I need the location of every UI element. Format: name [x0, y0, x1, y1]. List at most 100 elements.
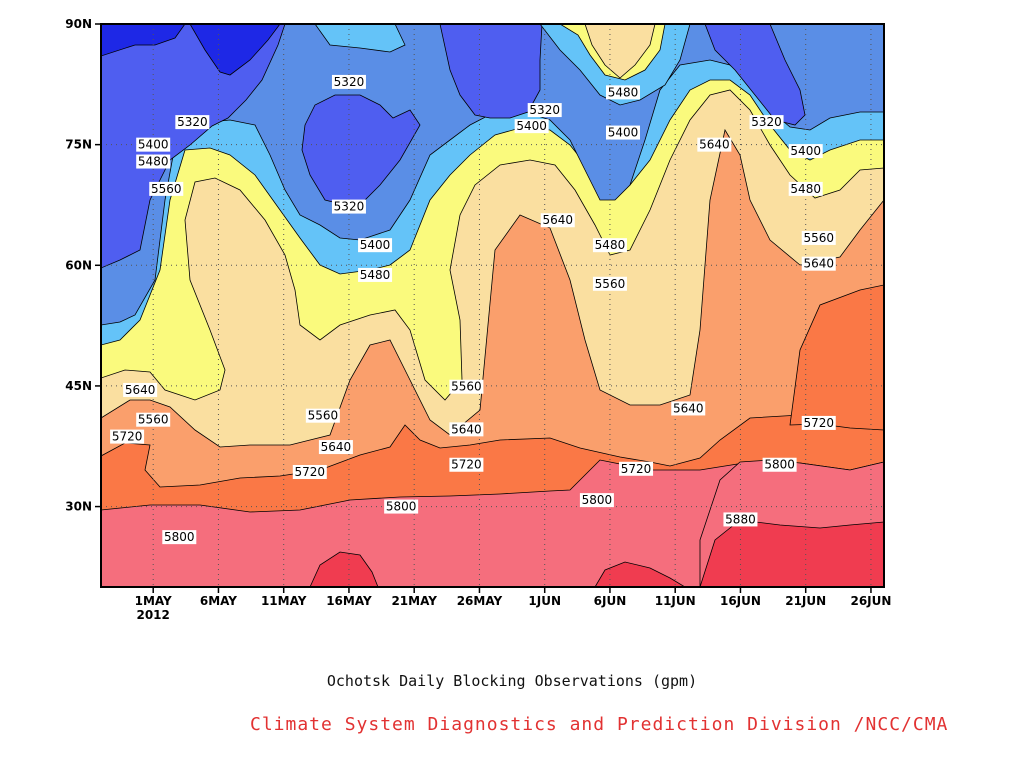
- contour-label-text: 5320: [334, 200, 365, 214]
- x-tick-label: 16JUN: [720, 594, 761, 608]
- contour-label-text: 5480: [790, 182, 821, 196]
- contour-label-box: [788, 181, 823, 196]
- contour-label-text: 5560: [308, 409, 339, 423]
- fill-region: [594, 561, 686, 587]
- contour-label-text: 5640: [321, 440, 352, 454]
- contour-label-text: 5560: [451, 380, 482, 394]
- contour-label-text: 5720: [451, 458, 482, 472]
- fill-region: [699, 519, 884, 587]
- y-tick-label: 45N: [65, 379, 92, 393]
- contour-label-text: 5400: [790, 144, 821, 158]
- contour-label: 5320: [331, 74, 366, 89]
- fill-region: [101, 24, 286, 269]
- contour-label-box: [619, 461, 654, 476]
- contour-label: 5560: [149, 181, 184, 196]
- contour-label-text: 5560: [595, 277, 626, 291]
- contour-label-text: 5400: [608, 126, 639, 140]
- contour-label-box: [762, 457, 797, 472]
- contour-label-text: 5800: [764, 458, 795, 472]
- contour-label-box: [136, 412, 171, 427]
- x-tick-label: 21JUN: [785, 594, 826, 608]
- contour-label: 5560: [801, 230, 836, 245]
- fill-region: [309, 551, 379, 587]
- fill-region: [704, 24, 806, 126]
- chart-title: Ochotsk Daily Blocking Observations (gpm…: [326, 672, 698, 690]
- contour-label: 5800: [579, 493, 614, 508]
- contour-label-box: [358, 238, 393, 253]
- contour-label: 5720: [801, 415, 836, 430]
- contour-label: 5640: [449, 422, 484, 437]
- contour-label-text: 5400: [360, 238, 391, 252]
- x-tick-label: 16MAY: [326, 594, 372, 608]
- contour-label: 5720: [110, 429, 145, 444]
- x-tick-label: 26MAY: [457, 594, 503, 608]
- contour-label-text: 5640: [803, 257, 834, 271]
- contour-label-text: 5400: [138, 138, 169, 152]
- contour-label: 5640: [697, 137, 732, 152]
- contour-label-box: [175, 115, 210, 130]
- contour-label-box: [579, 493, 614, 508]
- contour-label: 5480: [136, 154, 171, 169]
- contour-label-layer: 5320 5320 5320 5320 5320 5400 5400 5400 5400 5400…: [110, 74, 836, 545]
- contour-label-box: [149, 181, 184, 196]
- contour-label-text: 5640: [125, 383, 156, 397]
- contour-label-text: 5720: [112, 430, 143, 444]
- contour-label: 5640: [671, 401, 706, 416]
- contour-label-box: [671, 401, 706, 416]
- contour-label-text: 5480: [360, 268, 391, 282]
- contour-fill-layer: [101, 24, 884, 587]
- contour-label-text: 5800: [582, 493, 613, 507]
- contour-label: 5640: [801, 256, 836, 271]
- plot-frame: [100, 23, 885, 588]
- contour-label-box: [331, 199, 366, 214]
- contour-label-box: [606, 85, 640, 100]
- contour-label-text: 5320: [177, 115, 208, 129]
- contour-label: 5320: [175, 115, 210, 130]
- contour-label: 5800: [762, 457, 797, 472]
- contour-label-text: 5480: [138, 155, 169, 169]
- x-tick-label: 6MAY: [200, 594, 237, 608]
- contour-label: 5720: [619, 461, 654, 476]
- contour-label: 5400: [358, 238, 393, 253]
- contour-label: 5720: [292, 464, 327, 479]
- contour-label-box: [801, 256, 836, 271]
- contour-label: 5480: [592, 238, 627, 253]
- contour-label-text: 5400: [516, 119, 547, 133]
- contour-label-text: 5320: [751, 115, 782, 129]
- fill-region: [189, 24, 281, 76]
- contour-label: 5560: [449, 379, 484, 394]
- contour-label: 5480: [788, 181, 823, 196]
- contour-label-box: [527, 103, 562, 118]
- contour-label-text: 5720: [803, 416, 834, 430]
- contour-label: 5400: [514, 119, 549, 134]
- fill-region: [101, 24, 186, 57]
- y-tick-label: 60N: [65, 258, 92, 272]
- contour-label-box: [723, 512, 758, 527]
- contour-label-box: [514, 119, 549, 134]
- contour-label: 5480: [606, 85, 640, 100]
- contour-label: 5720: [449, 457, 484, 472]
- contour-label: 5560: [592, 276, 627, 291]
- contour-label-text: 5560: [138, 413, 169, 427]
- contour-label-text: 5560: [151, 182, 182, 196]
- x-tick-label: 26JUN: [850, 594, 891, 608]
- contour-label-box: [331, 74, 366, 89]
- contour-label-text: 5640: [451, 422, 482, 436]
- contour-label-box: [788, 144, 823, 159]
- x-tick-label: 6JUN: [594, 594, 627, 608]
- contour-label-box: [305, 408, 340, 423]
- contour-label-box: [384, 499, 419, 514]
- contour-label-text: 5800: [386, 500, 417, 514]
- x-year-label: 2012: [136, 608, 169, 622]
- contour-label: 5800: [384, 499, 419, 514]
- contour-label-text: 5800: [164, 530, 195, 544]
- x-tick-label: 11MAY: [261, 594, 307, 608]
- contour-label-box: [136, 137, 171, 152]
- contour-label-text: 5640: [673, 401, 704, 415]
- contour-label-text: 5320: [529, 103, 560, 117]
- fill-region: [584, 24, 656, 79]
- contour-label-box: [358, 267, 393, 282]
- contour-label: 5480: [358, 267, 393, 282]
- contour-label-text: 5320: [334, 75, 365, 89]
